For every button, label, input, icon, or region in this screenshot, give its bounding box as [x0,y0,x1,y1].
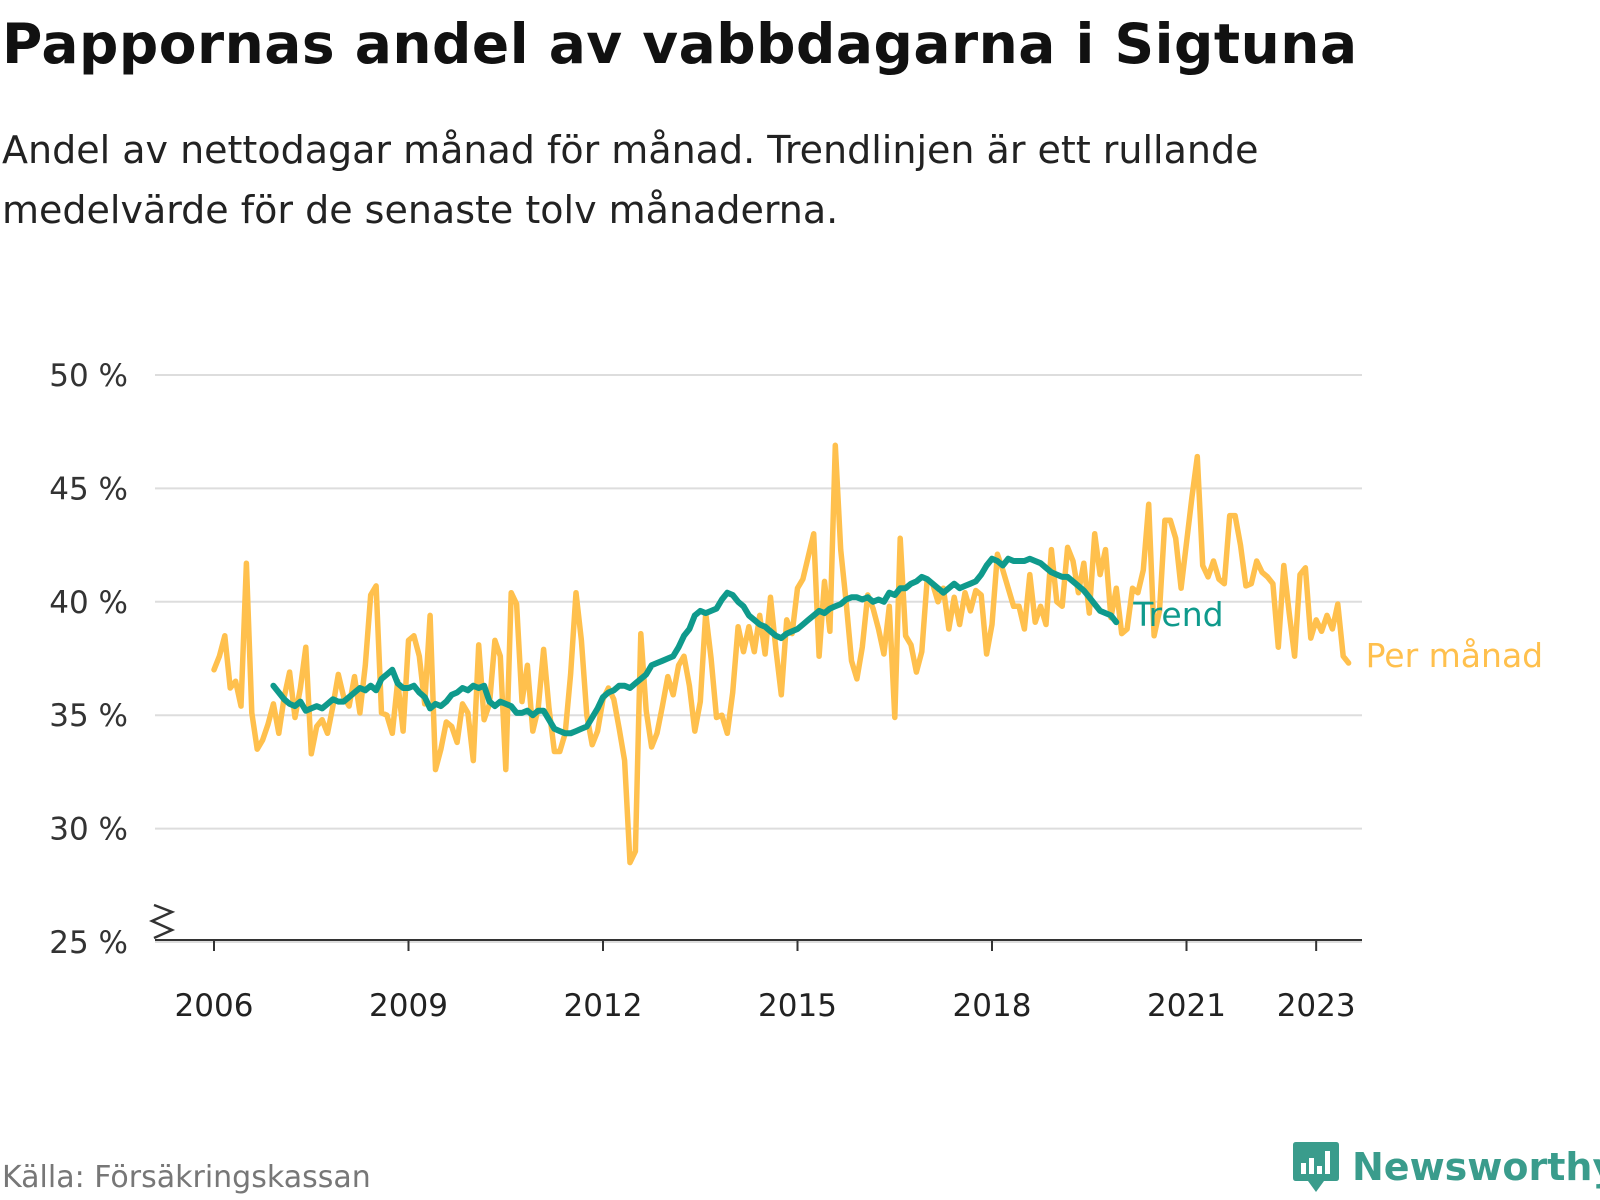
legend-label-trend: Trend [1132,595,1223,634]
legend-label-monthly: Per månad [1366,636,1544,675]
y-tick-label: 25 % [49,925,128,961]
source-note: Källa: Försäkringskassan [2,1160,371,1195]
brand-name: Newsworthy [1352,1145,1600,1189]
chart-subtitle: Andel av nettodagar månad för månad. Tre… [2,128,1259,232]
legend: Trend Per månad [1132,595,1543,675]
chart-title: Pappornas andel av vabbdagarna i Sigtuna [2,12,1358,76]
x-tick-label: 2012 [564,988,643,1024]
newsworthy-logo-icon [1293,1142,1339,1192]
y-tick-label: 30 % [49,812,128,848]
x-tick-label: 2021 [1147,988,1226,1024]
y-tick-label: 35 % [49,698,128,734]
x-tick-label: 2023 [1277,988,1356,1024]
series-line-monthly [211,442,1352,866]
series-layer [211,442,1352,866]
newsworthy-logo: Newsworthy [1292,1140,1600,1194]
y-axis-break-icon [148,903,176,940]
y-tick-label: 40 % [49,585,128,621]
x-tick-label: 2006 [175,988,254,1024]
series-line-trend [270,555,1120,737]
x-tick-label: 2018 [953,988,1032,1024]
y-axis: 25 % 30 % 35 % 40 % 45 % 50 % [49,358,176,961]
y-tick-label: 45 % [49,471,128,507]
gridlines [155,374,1362,943]
y-tick-label: 50 % [49,358,128,394]
x-axis: 2006 2009 2012 2015 2018 2021 2023 [155,939,1362,1024]
x-tick-label: 2009 [369,988,448,1024]
x-tick-label: 2015 [758,988,837,1024]
